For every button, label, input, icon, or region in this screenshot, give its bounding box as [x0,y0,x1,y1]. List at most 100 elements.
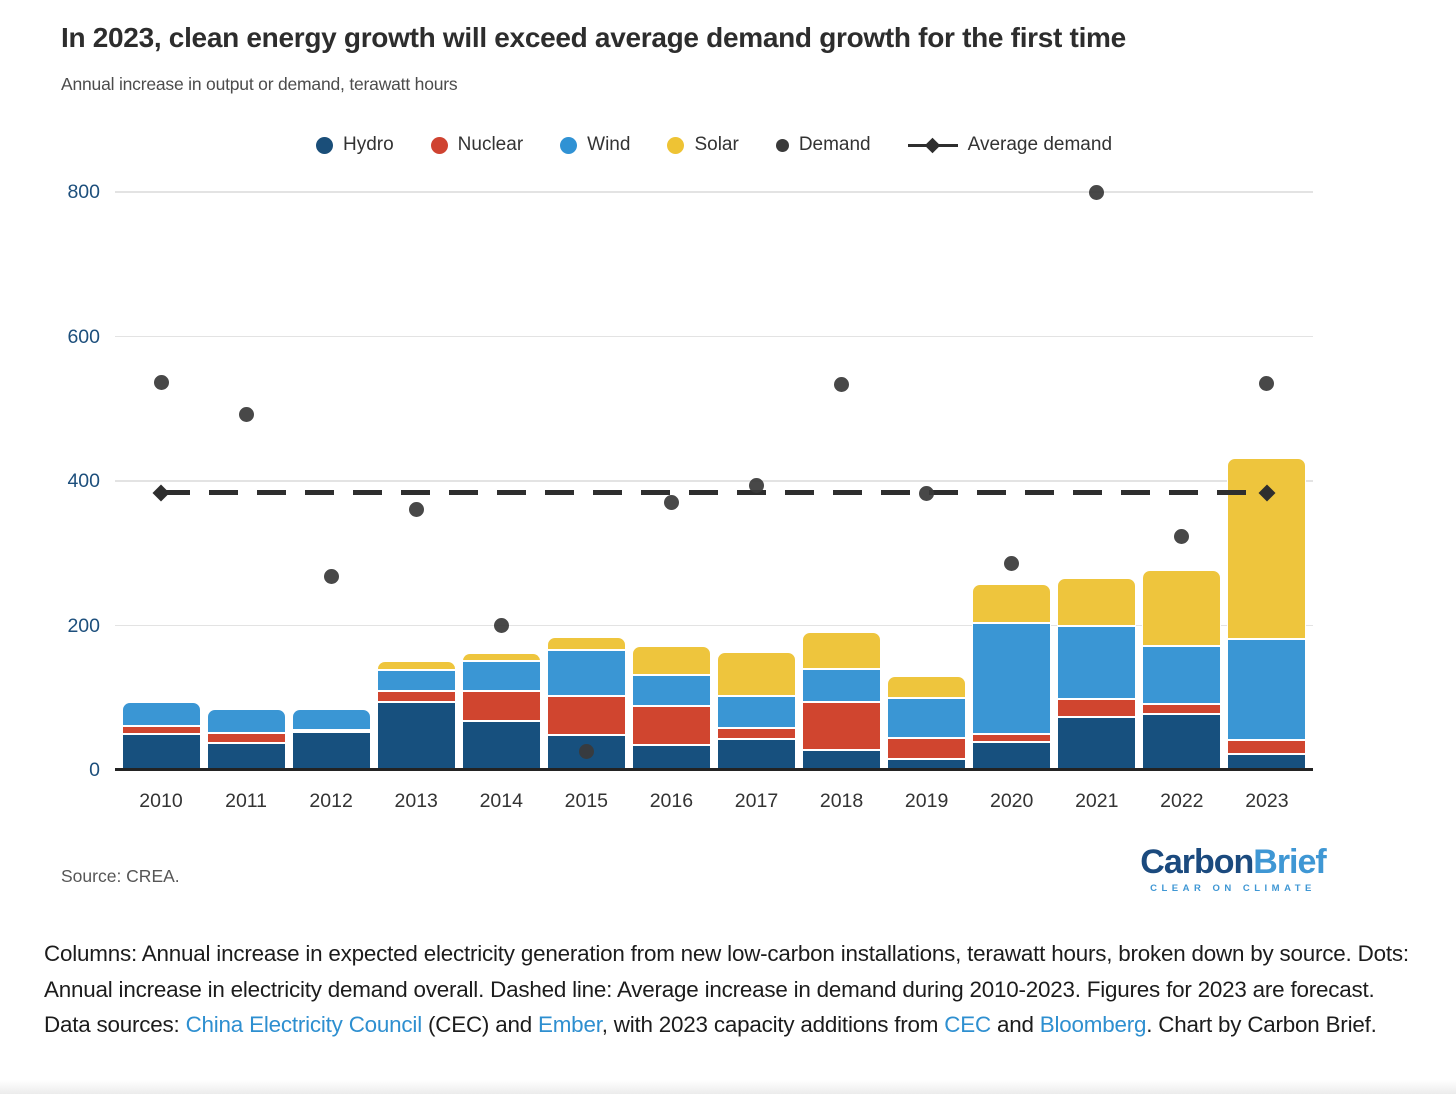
grid-line-400 [115,480,1313,482]
bar-segment-hydro-2012 [291,732,371,770]
legend-label: Average demand [967,134,1113,155]
bar-segment-solar-2020 [972,583,1052,624]
nuclear-swatch-icon [430,136,448,154]
bar-segment-wind-2011 [206,709,286,734]
bar-segment-solar-2017 [716,651,796,697]
logo-wordmark: CarbonBrief [1131,845,1335,879]
x-tick-label-2020: 2020 [989,790,1034,812]
x-tick-label-2011: 2011 [225,790,268,812]
chart-title: In 2023, clean energy growth will exceed… [61,22,1126,53]
bar-segment-nuclear-2019 [887,738,967,760]
bar-segment-hydro-2021 [1057,717,1137,770]
demand-dot-2022 [1174,529,1190,545]
grid-line-200 [115,624,1313,627]
x-tick-label-2014: 2014 [479,790,523,812]
legend-label: Solar [694,134,739,155]
legend-item-demand: Demand [775,134,871,156]
bar-segment-wind-2015 [546,650,626,696]
x-tick-label-2023: 2023 [1245,790,1289,812]
x-tick-label-2010: 2010 [139,790,183,812]
bar-segment-hydro-2013 [376,702,456,770]
bar-segment-wind-2021 [1057,626,1137,700]
bar-segment-wind-2020 [972,623,1052,734]
bar-segment-solar-2018 [802,632,882,669]
demand-swatch-icon [775,138,789,152]
x-tick-label-2015: 2015 [564,790,609,812]
logo-tagline: CLEAR ON CLIMATE [1150,883,1316,894]
bar-segment-nuclear-2012 [291,729,371,733]
bar-segment-nuclear-2015 [546,695,626,735]
bar-segment-nuclear-2016 [631,706,711,745]
x-tick-label-2012: 2012 [309,790,353,812]
bar-segment-nuclear-2021 [1057,699,1137,718]
carbonbrief-logo: CarbonBrief CLEAR ON CLIMATE [1131,845,1335,894]
caption-text: and [990,1012,1040,1038]
x-tick-label-2021: 2021 [1075,790,1119,812]
bar-segment-wind-2010 [121,702,201,726]
grid-line-800 [115,191,1313,193]
bar-segment-nuclear-2022 [1142,704,1222,715]
bar-segment-hydro-2010 [121,733,201,770]
bar-segment-solar-2023 [1227,457,1307,640]
legend-item-nuclear: Nuclear [430,134,524,156]
caption-link[interactable]: Ember [538,1012,602,1038]
y-tick-label-0: 0 [89,759,100,781]
demand-dot-2019 [919,485,935,501]
x-tick-label-2013: 2013 [394,790,438,812]
bar-segment-hydro-2022 [1142,714,1222,770]
demand-dot-2021 [1089,184,1105,200]
bar-segment-wind-2017 [716,696,796,729]
caption-text: (CEC) and [421,1012,538,1038]
legend-item-solar: Solar [667,134,739,156]
chart-subtitle: Annual increase in output or demand, ter… [61,74,458,94]
caption-link[interactable]: Bloomberg [1039,1012,1147,1038]
legend: Hydro Nuclear Wind Solar Demand Average deman… [115,134,1313,156]
logo-carbon: Carbon [1140,843,1254,881]
y-tick-label-400: 400 [67,470,100,492]
x-tick-label-2022: 2022 [1160,790,1204,812]
demand-dot-2015 [578,743,594,759]
demand-dot-2010 [153,375,169,391]
bar-segment-solar-2014 [461,652,541,661]
x-axis-line [115,768,1313,771]
bar-segment-solar-2019 [887,676,967,699]
bar-segment-wind-2014 [461,660,541,691]
bottom-fade [0,1080,1456,1094]
x-tick-label-2018: 2018 [819,790,864,812]
bar-segment-nuclear-2018 [802,702,882,750]
bar-segment-hydro-2011 [206,742,286,770]
bar-segment-hydro-2020 [972,741,1052,770]
average-demand-diamond-left [152,484,170,502]
bar-segment-nuclear-2010 [121,725,201,734]
caption-text: Columns: Annual increase in expected ele… [44,941,1409,1038]
logo-brief: Brief [1253,843,1326,881]
x-tick-label-2019: 2019 [904,790,949,812]
bar-segment-wind-2023 [1227,639,1307,741]
caption-link[interactable]: China Electricity Council [185,1012,423,1038]
average-demand-line [161,490,1267,495]
bar-segment-solar-2022 [1142,569,1222,646]
caption-text: , with 2023 capacity additions from [601,1012,945,1038]
y-tick-label-200: 200 [67,614,100,637]
bar-segment-nuclear-2011 [206,733,286,743]
legend-item-wind: Wind [560,134,630,156]
wind-swatch-icon [560,136,578,154]
solar-swatch-icon [667,136,685,154]
bar-segment-solar-2015 [546,637,626,651]
bar-segment-hydro-2014 [461,720,541,770]
bar-segment-wind-2016 [631,675,711,707]
bar-segment-wind-2018 [802,668,882,703]
caption: Columns: Annual increase in expected ele… [44,936,1426,1043]
legend-label: Demand [798,134,871,155]
bar-segment-nuclear-2013 [376,691,456,703]
bar-segment-nuclear-2014 [461,690,541,721]
y-tick-label-800: 800 [67,181,100,203]
x-tick-label-2017: 2017 [734,790,779,812]
caption-link[interactable]: CEC [944,1012,991,1038]
bar-segment-wind-2019 [887,698,967,739]
legend-label: Wind [587,134,631,155]
plot-area: 0 200 400 600 800 2010 2011 2012 2013 2014 2015 201… [67,181,1313,812]
bar-segment-hydro-2018 [802,749,882,770]
demand-dot-2020 [1004,555,1020,571]
legend-label: Nuclear [457,134,524,155]
